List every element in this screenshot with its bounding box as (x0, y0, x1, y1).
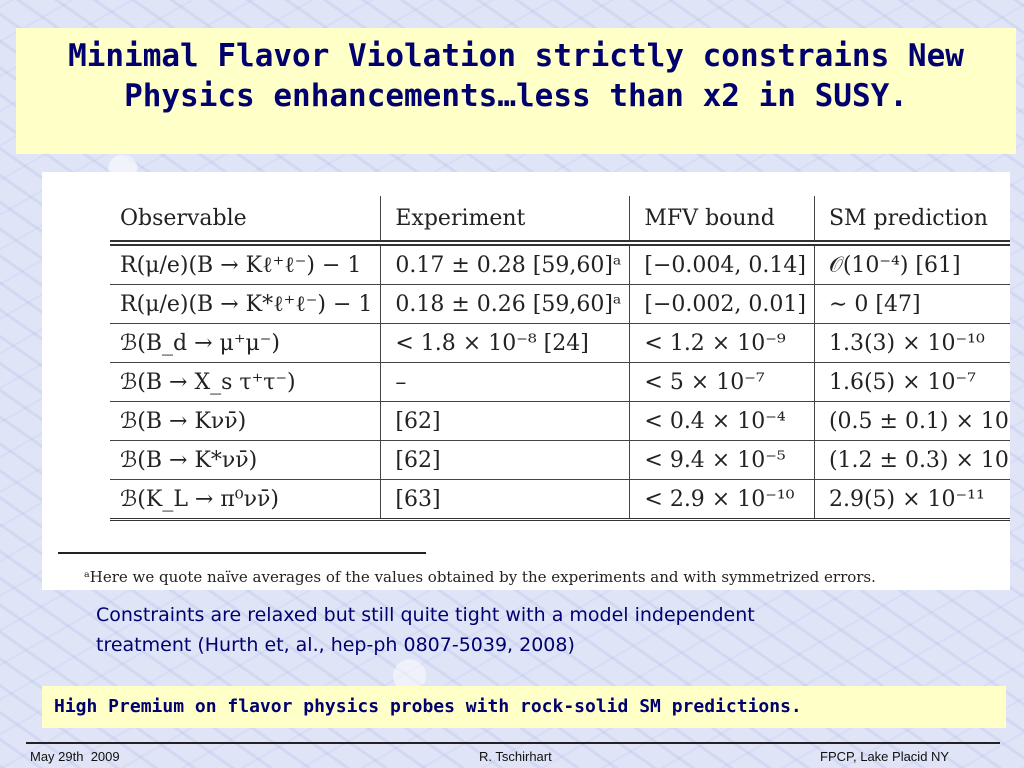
constraints-text: Constraints are relaxed but still quite … (96, 600, 976, 660)
cell-sm-prediction: 2.9(5) × 10⁻¹¹ (814, 479, 1010, 521)
cell-sm-prediction: ∼ 0 [47] (814, 284, 1010, 324)
observables-table-panel: Observable Experiment MFV bound SM predi… (42, 172, 1010, 590)
cell-sm-prediction: 1.6(5) × 10⁻⁷ (814, 362, 1010, 402)
footer-author: R. Tschirhart (479, 749, 552, 764)
constraints-text-line-2: treatment (Hurth et, al., hep-ph 0807-50… (96, 634, 575, 656)
footer-divider (26, 742, 1000, 744)
cell-mfv-bound: [−0.004, 0.14] (629, 243, 815, 285)
highlight-box: High Premium on flavor physics probes wi… (42, 686, 1006, 728)
cell-observable: R(μ/e)(B → Kℓ⁺ℓ⁻) − 1 (110, 243, 382, 285)
cell-observable: ℬ(K_L → π⁰νν̄) (110, 479, 382, 521)
cell-sm-prediction: (1.2 ± 0.3) × 10⁻⁵ (814, 440, 1010, 480)
header-sm-prediction: SM prediction (814, 196, 1010, 246)
cell-mfv-bound: [−0.002, 0.01] (629, 284, 815, 324)
cell-observable: ℬ(B → Kνν̄) (110, 401, 382, 441)
table-row: ℬ(B → X_s τ⁺τ⁻) – < 5 × 10⁻⁷ 1.6(5) × 10… (110, 362, 1010, 402)
cell-sm-prediction: 𝒪(10⁻⁴) [61] (814, 243, 1010, 285)
cell-experiment: [62] (380, 401, 631, 441)
footer-date: May 29th 2009 (30, 749, 120, 764)
table-footnote: ᵃHere we quote naïve averages of the val… (84, 568, 876, 586)
slide-title: Minimal Flavor Violation strictly constr… (46, 36, 986, 116)
cell-experiment: [62] (380, 440, 631, 480)
cell-sm-prediction: (0.5 ± 0.1) × 10⁻⁵ (814, 401, 1010, 441)
table-row: ℬ(B → K*νν̄) [62] < 9.4 × 10⁻⁵ (1.2 ± 0.… (110, 440, 1010, 480)
footnote-divider (58, 552, 426, 554)
cell-mfv-bound: < 2.9 × 10⁻¹⁰ (629, 479, 815, 521)
table-row: ℬ(K_L → π⁰νν̄) [63] < 2.9 × 10⁻¹⁰ 2.9(5)… (110, 479, 1010, 521)
cell-experiment: [63] (380, 479, 631, 521)
footer-event: FPCP, Lake Placid NY (820, 749, 950, 764)
cell-experiment: – (380, 362, 631, 402)
constraints-text-line-1: Constraints are relaxed but still quite … (96, 604, 755, 626)
cell-observable: ℬ(B → K*νν̄) (110, 440, 382, 480)
table-row: R(μ/e)(B → Kℓ⁺ℓ⁻) − 1 0.17 ± 0.28 [59,60… (110, 243, 1010, 285)
cell-experiment: 0.17 ± 0.28 [59,60]ᵃ (380, 243, 631, 285)
table-row: R(μ/e)(B → K*ℓ⁺ℓ⁻) − 1 0.18 ± 0.26 [59,6… (110, 284, 1010, 324)
cell-observable: R(μ/e)(B → K*ℓ⁺ℓ⁻) − 1 (110, 284, 382, 324)
cell-mfv-bound: < 1.2 × 10⁻⁹ (629, 323, 815, 363)
cell-mfv-bound: < 9.4 × 10⁻⁵ (629, 440, 815, 480)
header-experiment: Experiment (380, 196, 631, 246)
slide-title-line-1: Minimal Flavor Violation strictly constr… (68, 38, 964, 74)
cell-sm-prediction: 1.3(3) × 10⁻¹⁰ (814, 323, 1010, 363)
cell-observable: ℬ(B → X_s τ⁺τ⁻) (110, 362, 382, 402)
table-row: ℬ(B_d → μ⁺μ⁻) < 1.8 × 10⁻⁸ [24] < 1.2 × … (110, 323, 1010, 363)
cell-mfv-bound: < 5 × 10⁻⁷ (629, 362, 815, 402)
header-mfv-bound: MFV bound (629, 196, 815, 246)
observables-table: Observable Experiment MFV bound SM predi… (110, 196, 1010, 521)
cell-observable: ℬ(B_d → μ⁺μ⁻) (110, 323, 382, 363)
cell-mfv-bound: < 0.4 × 10⁻⁴ (629, 401, 815, 441)
header-observable: Observable (110, 196, 382, 246)
table-header-row: Observable Experiment MFV bound SM predi… (110, 196, 1010, 246)
highlight-text: High Premium on flavor physics probes wi… (54, 696, 802, 717)
cell-experiment: < 1.8 × 10⁻⁸ [24] (380, 323, 631, 363)
title-box: Minimal Flavor Violation strictly constr… (16, 28, 1016, 154)
slide-title-line-2: Physics enhancements…less than x2 in SUS… (124, 78, 908, 114)
table-row: ℬ(B → Kνν̄) [62] < 0.4 × 10⁻⁴ (0.5 ± 0.1… (110, 401, 1010, 441)
cell-experiment: 0.18 ± 0.26 [59,60]ᵃ (380, 284, 631, 324)
